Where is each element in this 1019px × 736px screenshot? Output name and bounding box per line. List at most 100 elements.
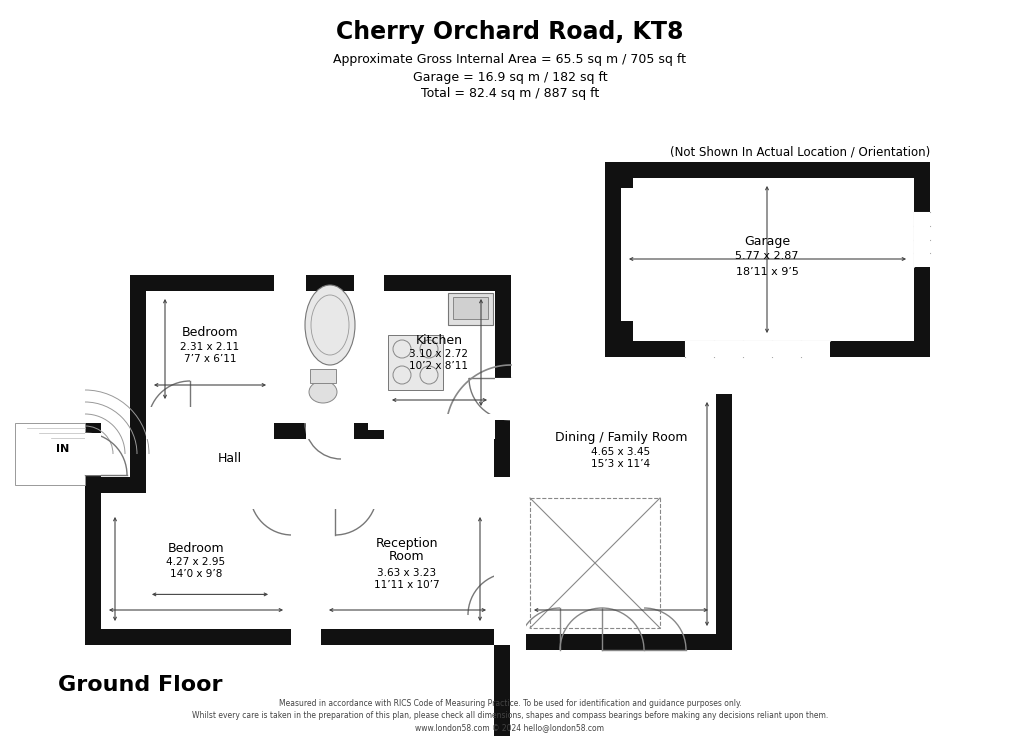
Bar [447,293,492,325]
Text: Cherry Orchard Road, KT8: Cherry Orchard Road, KT8 [336,20,683,44]
Bar [305,407,340,423]
Bar [290,493,307,645]
Bar [913,162,929,357]
Bar [129,423,510,493]
Bar [510,378,732,650]
Bar [306,407,354,423]
Text: Bedroom: Bedroom [167,542,224,554]
Bar [494,275,511,430]
Bar [354,275,370,423]
Bar [493,573,510,615]
Bar [129,423,510,439]
Text: 18’11 x 9’5: 18’11 x 9’5 [735,267,798,277]
Bar [510,378,526,650]
Bar [387,335,442,390]
Bar [368,275,511,291]
Bar [530,498,659,628]
Bar [129,275,146,423]
Bar [493,493,510,645]
Bar [289,275,306,423]
Bar [354,275,370,430]
Bar [510,634,732,650]
Bar [289,275,370,291]
Bar [274,275,289,423]
Bar [368,414,511,430]
Text: 3.63 x 3.23: 3.63 x 3.23 [377,568,436,578]
Bar [129,407,289,423]
Bar [321,493,493,509]
Bar [289,407,370,423]
Bar [494,378,732,394]
Text: (Not Shown In Actual Location / Orientation): (Not Shown In Actual Location / Orientat… [669,146,929,158]
Bar [310,369,335,383]
Bar [510,378,526,650]
Text: Reception: Reception [375,537,438,550]
Text: 7’7 x 6’11: 7’7 x 6’11 [183,354,236,364]
Bar [101,493,290,509]
Text: Approximate Gross Internal Area = 65.5 sq m / 705 sq ft: Approximate Gross Internal Area = 65.5 s… [333,54,686,66]
Bar [290,493,307,645]
Text: 3.10 x 2.72: 3.10 x 2.72 [409,349,468,359]
Text: Garage = 16.9 sq m / 182 sq ft: Garage = 16.9 sq m / 182 sq ft [413,71,606,83]
Text: Dining / Family Room: Dining / Family Room [554,431,687,445]
Bar [289,275,370,423]
Text: Ground Floor: Ground Floor [58,675,222,695]
Bar [190,407,231,423]
Bar [85,629,307,645]
Text: Garage: Garage [743,235,790,247]
Bar [493,493,510,645]
Bar [604,162,633,188]
Bar [452,297,487,319]
Text: 4.27 x 2.95: 4.27 x 2.95 [166,557,225,567]
Bar [129,275,289,423]
Bar [146,423,274,439]
Bar [306,407,354,423]
Bar [715,378,732,650]
Text: Bedroom: Bedroom [181,327,238,339]
Bar [604,162,621,357]
Text: 11’11 x 10’7: 11’11 x 10’7 [374,580,439,590]
Bar [306,423,354,439]
Bar [146,477,509,493]
Bar [85,493,307,509]
Bar [334,493,377,509]
Bar [305,629,510,645]
Text: IN: IN [56,444,69,454]
Bar [685,341,829,357]
Bar [146,407,274,423]
Bar [510,378,732,394]
Bar [321,477,493,493]
Bar [354,275,370,423]
Bar [305,493,510,645]
Bar [85,433,101,475]
Bar [604,162,929,178]
Bar [15,423,85,485]
Text: www.london58.com © 2024 hello@london58.com: www.london58.com © 2024 hello@london58.c… [415,723,604,732]
Text: 10’2 x 8’11: 10’2 x 8’11 [409,361,468,371]
Bar [129,275,289,291]
Text: 14’0 x 9’8: 14’0 x 9’8 [169,569,222,579]
Bar [368,275,383,430]
Bar [305,493,510,509]
Bar [289,275,306,423]
Bar [305,493,321,645]
Bar [129,477,510,493]
Text: 5.77 x 2.87: 5.77 x 2.87 [735,251,798,261]
Bar [305,493,321,645]
Text: 2.31 x 2.11: 2.31 x 2.11 [180,342,239,352]
Bar [146,407,274,423]
Bar [101,477,290,493]
Bar [368,275,383,430]
Text: Measured in accordance with RICS Code of Measuring Practice. To be used for iden: Measured in accordance with RICS Code of… [278,699,741,709]
Bar [383,414,494,430]
Bar [383,414,494,430]
Bar [604,341,929,357]
Bar [274,275,289,423]
Bar [85,493,101,645]
Bar [604,321,633,357]
Bar [494,378,511,420]
Bar [85,423,101,509]
Bar [290,493,307,645]
Text: Room: Room [389,551,424,564]
Bar [85,493,307,645]
